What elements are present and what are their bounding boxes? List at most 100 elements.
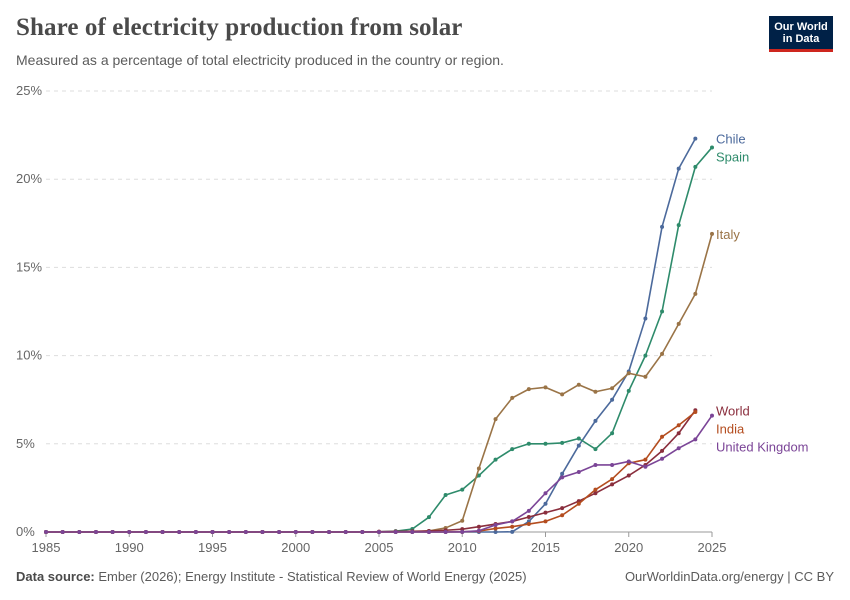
data-point [660, 448, 665, 453]
data-point [426, 515, 431, 520]
data-point [60, 530, 65, 534]
data-point [110, 530, 115, 534]
data-point [660, 309, 665, 314]
data-point [643, 316, 648, 321]
data-point [543, 441, 548, 446]
logo-line-1: Our World [774, 21, 828, 33]
data-point [476, 473, 481, 478]
data-point [460, 529, 465, 534]
series-line-world [46, 409, 696, 533]
series-layer [44, 136, 714, 534]
data-point [710, 145, 714, 150]
data-point [576, 436, 581, 441]
data-point [227, 530, 232, 534]
data-point [610, 431, 615, 436]
data-point [293, 530, 298, 534]
data-point [676, 423, 681, 428]
data-point [127, 530, 132, 534]
data-point [676, 446, 681, 451]
data-point [660, 434, 665, 439]
owid-logo[interactable]: Our World in Data [769, 16, 833, 52]
data-point [610, 482, 615, 487]
data-point [593, 487, 598, 492]
x-tick-label: 2010 [448, 540, 477, 555]
data-point [593, 418, 598, 423]
series-line-india [46, 411, 696, 533]
series-label: Spain [716, 150, 749, 165]
y-tick-label: 25% [16, 83, 42, 98]
data-point [610, 386, 615, 391]
data-point [210, 530, 215, 534]
data-source-text: Ember (2026); Energy Institute - Statist… [98, 569, 527, 584]
data-point [143, 530, 148, 534]
data-point [493, 522, 498, 527]
data-point [693, 164, 698, 169]
series-label: Chile [716, 132, 746, 147]
x-tick-label: 1990 [115, 540, 144, 555]
data-point [526, 441, 531, 446]
data-point [343, 530, 348, 534]
data-point [693, 410, 698, 415]
y-tick-label: 10% [16, 348, 42, 363]
x-tick-label: 2020 [614, 540, 643, 555]
data-point [543, 501, 548, 506]
data-point [643, 374, 648, 379]
data-point [443, 492, 448, 497]
data-point [476, 466, 481, 471]
data-point [693, 291, 698, 296]
data-point [593, 491, 598, 496]
series-label: Italy [716, 227, 740, 242]
data-point [560, 440, 565, 445]
x-tick-label: 2000 [281, 540, 310, 555]
data-point [593, 462, 598, 467]
data-point [476, 528, 481, 533]
data-point [543, 519, 548, 524]
series-label: India [716, 421, 745, 436]
data-point [543, 385, 548, 390]
data-point [327, 530, 332, 534]
data-point [610, 477, 615, 482]
series-label: World [716, 403, 750, 418]
data-point [493, 530, 498, 534]
data-point [626, 459, 631, 464]
data-point [660, 351, 665, 356]
data-point [710, 231, 714, 236]
data-point [610, 462, 615, 467]
data-point [460, 518, 465, 523]
data-point [710, 413, 714, 418]
data-point [360, 530, 365, 534]
grid-layer: 0% 5% 10% 15% 20% 25% 1985 1990 1995 2000 2005 2010… [16, 83, 726, 555]
data-point [643, 464, 648, 469]
data-point [193, 530, 198, 534]
y-tick-label: 20% [16, 171, 42, 186]
data-point [410, 530, 415, 534]
data-point [510, 529, 515, 534]
data-point [526, 515, 531, 520]
data-point [560, 392, 565, 397]
data-point [260, 530, 265, 534]
data-point [177, 530, 182, 534]
y-tick-label: 15% [16, 259, 42, 274]
x-tick-label: 1985 [32, 540, 61, 555]
data-point [426, 530, 431, 534]
credit-link[interactable]: OurWorldinData.org/energy | CC BY [624, 569, 834, 584]
data-point [460, 487, 465, 492]
data-point [93, 530, 98, 534]
data-point [610, 397, 615, 402]
data-point [676, 431, 681, 436]
data-point [510, 447, 515, 452]
data-point [560, 513, 565, 518]
data-point [593, 447, 598, 452]
series-line-chile [46, 138, 697, 533]
data-point [676, 321, 681, 326]
data-point [510, 395, 515, 400]
series-line-spain [46, 146, 713, 533]
data-point [393, 530, 398, 534]
logo-line-2: in Data [782, 33, 820, 45]
data-point [626, 388, 631, 393]
label-layer: Chile Spain Italy World India United Kingdom [716, 132, 809, 455]
data-point [243, 530, 248, 534]
data-point [576, 501, 581, 506]
data-point [576, 382, 581, 387]
